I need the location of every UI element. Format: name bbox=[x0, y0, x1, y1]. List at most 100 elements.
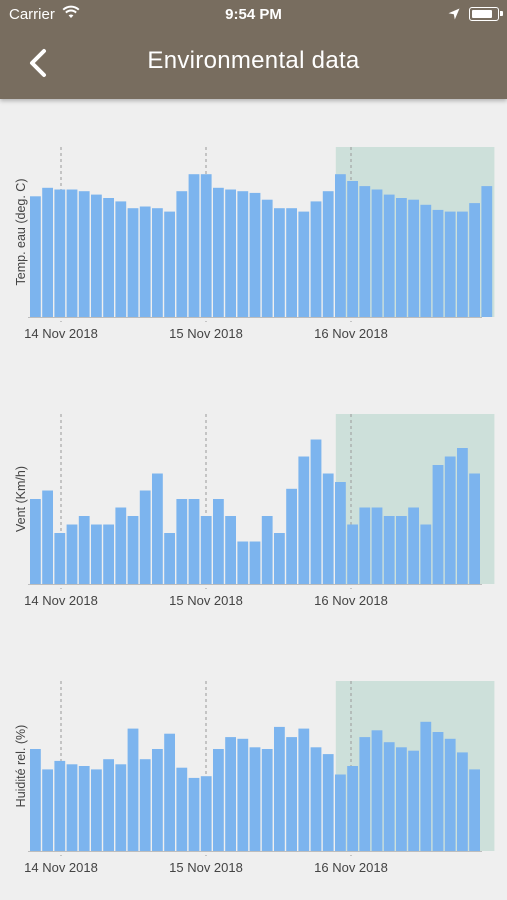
chart-bar[interactable] bbox=[408, 507, 419, 585]
chart-bar[interactable] bbox=[286, 208, 297, 317]
chart-bar[interactable] bbox=[322, 473, 334, 585]
chart-bar[interactable] bbox=[286, 488, 297, 584]
chart-bar[interactable] bbox=[103, 759, 114, 851]
chart-bar[interactable] bbox=[347, 766, 358, 851]
chart-bar[interactable] bbox=[225, 737, 236, 851]
chart-bar[interactable] bbox=[408, 750, 419, 851]
chart-bar[interactable] bbox=[457, 752, 468, 851]
chart-bar[interactable] bbox=[30, 499, 41, 584]
chart-bar[interactable] bbox=[66, 764, 78, 851]
chart-bar[interactable] bbox=[261, 749, 273, 851]
chart-bar[interactable] bbox=[176, 767, 188, 851]
chart-bar[interactable] bbox=[359, 186, 371, 317]
chart-bar[interactable] bbox=[127, 728, 139, 851]
chart-bar[interactable] bbox=[115, 201, 127, 317]
chart-bar[interactable] bbox=[213, 499, 224, 584]
chart-bar[interactable] bbox=[237, 191, 249, 317]
chart-bar[interactable] bbox=[396, 747, 407, 851]
back-button[interactable] bbox=[24, 46, 54, 80]
chart-bar[interactable] bbox=[237, 541, 249, 585]
chart-bar[interactable] bbox=[347, 524, 358, 585]
chart-bar[interactable] bbox=[54, 189, 66, 318]
chart-bar[interactable] bbox=[127, 516, 139, 584]
chart-bar[interactable] bbox=[103, 524, 114, 585]
chart-bar[interactable] bbox=[469, 203, 480, 317]
chart-bar[interactable] bbox=[115, 507, 127, 585]
chart-bar[interactable] bbox=[481, 186, 493, 317]
chart-bar[interactable] bbox=[42, 490, 53, 585]
chart-bar[interactable] bbox=[310, 747, 322, 851]
chart-bar[interactable] bbox=[371, 507, 383, 585]
chart-bar[interactable] bbox=[91, 524, 102, 585]
chart-bar[interactable] bbox=[200, 776, 212, 851]
chart-bar[interactable] bbox=[371, 189, 383, 318]
chart-bar[interactable] bbox=[298, 456, 310, 585]
chart-bar[interactable] bbox=[66, 189, 78, 318]
chart-bar[interactable] bbox=[42, 187, 53, 317]
chart-bar[interactable] bbox=[432, 465, 444, 584]
chart-bar[interactable] bbox=[225, 189, 236, 318]
chart-bar[interactable] bbox=[30, 196, 41, 317]
chart-bar[interactable] bbox=[213, 749, 224, 851]
chart-bar[interactable] bbox=[139, 759, 151, 851]
chart-bar[interactable] bbox=[408, 199, 419, 317]
chart-bar[interactable] bbox=[396, 516, 407, 584]
chart-bar[interactable] bbox=[298, 728, 310, 851]
chart-bar[interactable] bbox=[347, 181, 358, 317]
chart-bar[interactable] bbox=[91, 194, 102, 317]
chart-bar[interactable] bbox=[127, 208, 139, 317]
chart-bar[interactable] bbox=[103, 198, 114, 317]
chart-bar[interactable] bbox=[200, 174, 212, 317]
chart-bar[interactable] bbox=[322, 754, 334, 851]
chart-bar[interactable] bbox=[457, 211, 468, 317]
chart-bar[interactable] bbox=[152, 473, 163, 585]
chart-bar[interactable] bbox=[322, 191, 334, 317]
chart-bar[interactable] bbox=[274, 208, 285, 317]
chart-bar[interactable] bbox=[54, 533, 66, 584]
chart-bar[interactable] bbox=[91, 769, 102, 851]
chart-bar[interactable] bbox=[444, 456, 456, 585]
chart-bar[interactable] bbox=[274, 726, 285, 851]
chart-bar[interactable] bbox=[261, 516, 273, 584]
chart-bar[interactable] bbox=[420, 524, 432, 585]
chart-bar[interactable] bbox=[457, 448, 468, 584]
chart-bar[interactable] bbox=[54, 760, 66, 851]
chart-bar[interactable] bbox=[298, 211, 310, 317]
chart-bar[interactable] bbox=[225, 516, 236, 584]
chart-bar[interactable] bbox=[78, 191, 90, 317]
chart-bar[interactable] bbox=[213, 187, 224, 317]
chart-bar[interactable] bbox=[432, 732, 444, 851]
chart-bar[interactable] bbox=[115, 764, 127, 851]
chart-bar[interactable] bbox=[164, 533, 175, 584]
chart-bar[interactable] bbox=[444, 211, 456, 317]
chart-bar[interactable] bbox=[176, 191, 188, 317]
chart-bar[interactable] bbox=[164, 211, 175, 317]
chart-bar[interactable] bbox=[139, 206, 151, 318]
chart-bar[interactable] bbox=[469, 473, 480, 585]
chart-bar[interactable] bbox=[310, 439, 322, 585]
chart-bar[interactable] bbox=[335, 482, 346, 584]
chart-bar[interactable] bbox=[420, 204, 432, 317]
chart-bar[interactable] bbox=[164, 733, 175, 851]
chart-bar[interactable] bbox=[42, 769, 53, 851]
chart-bar[interactable] bbox=[359, 737, 371, 851]
chart-bar[interactable] bbox=[249, 541, 261, 585]
chart-bar[interactable] bbox=[200, 516, 212, 584]
chart-bar[interactable] bbox=[383, 742, 395, 851]
chart-bar[interactable] bbox=[469, 769, 480, 851]
chart-bar[interactable] bbox=[335, 774, 346, 852]
chart-bar[interactable] bbox=[188, 174, 200, 317]
chart-bar[interactable] bbox=[152, 749, 163, 851]
chart-bar[interactable] bbox=[261, 199, 273, 317]
chart-bar[interactable] bbox=[30, 749, 41, 851]
chart-bar[interactable] bbox=[78, 516, 90, 584]
chart-bar[interactable] bbox=[152, 208, 163, 317]
chart-bar[interactable] bbox=[249, 747, 261, 851]
chart-bar[interactable] bbox=[335, 174, 346, 317]
chart-bar[interactable] bbox=[66, 524, 78, 585]
chart-bar[interactable] bbox=[359, 507, 371, 585]
chart-bar[interactable] bbox=[396, 198, 407, 317]
chart-bar[interactable] bbox=[188, 777, 200, 851]
chart-bar[interactable] bbox=[274, 533, 285, 584]
chart-bar[interactable] bbox=[176, 499, 188, 584]
